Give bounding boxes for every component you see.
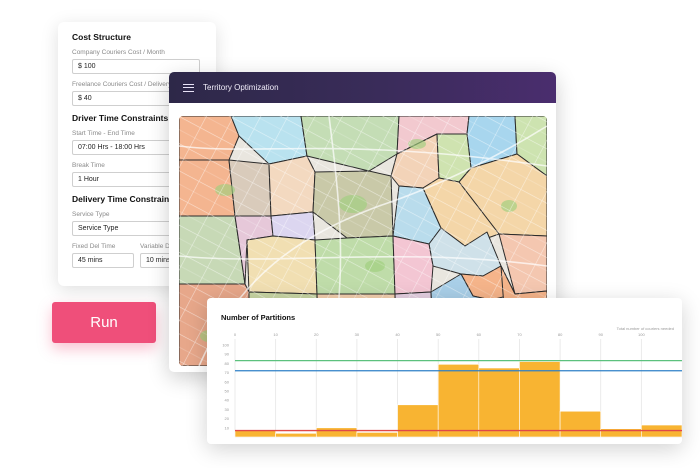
y-tick-label: 90 — [225, 352, 230, 357]
histogram-bar — [559, 410, 602, 438]
x-tick-label: 30 — [355, 332, 360, 337]
x-tick-label: 50 — [436, 332, 441, 337]
company-cost-label: Company Couriers Cost / Month — [72, 49, 165, 56]
freelance-cost-label: Freelance Couriers Cost / Delivery — [72, 81, 172, 88]
y-tick-label: 20 — [225, 416, 230, 421]
variable-del-time-label: Variable Del Time — [140, 243, 191, 250]
histogram-bar — [519, 361, 561, 438]
fixed-del-time-label: Fixed Del Time — [72, 243, 116, 250]
territory-header: Territory Optimization — [169, 72, 556, 103]
service-type-label: Service Type — [72, 211, 110, 218]
histogram-bar — [275, 433, 317, 438]
y-tick-label: 30 — [225, 407, 230, 412]
hamburger-menu-icon[interactable] — [183, 83, 194, 92]
start-end-time-label: Start Time - End Time — [72, 130, 135, 137]
y-tick-label: 100 — [222, 343, 229, 348]
y-tick-label: 10 — [225, 425, 230, 430]
y-tick-label: 80 — [225, 361, 230, 366]
run-button[interactable]: Run — [52, 302, 156, 343]
freelance-cost-input[interactable]: $ 40 — [72, 91, 200, 106]
histogram-bar — [315, 427, 358, 438]
cost-structure-title: Cost Structure — [72, 32, 132, 42]
y-tick-label: 50 — [225, 389, 230, 394]
y-tick-label: 60 — [225, 379, 230, 384]
partitions-chart-svg: 0 10 20 30 40 50 60 70 80 90 100 100 90 80 70 60 50 40 30 2… — [222, 332, 682, 438]
driver-time-title: Driver Time Constraints — [72, 113, 169, 123]
x-tick-label: 0 — [234, 332, 237, 337]
histogram-bar — [478, 367, 520, 438]
x-tick-label: 80 — [558, 332, 563, 337]
chart-title: Number of Partitions — [221, 313, 296, 322]
partitions-chart-card: Number of Partitions Total number of cou… — [207, 298, 682, 444]
x-tick-label: 20 — [314, 332, 319, 337]
break-time-label: Break Time — [72, 162, 105, 169]
histogram-bar — [397, 404, 439, 438]
break-time-input[interactable]: 1 Hour — [72, 172, 200, 187]
x-tick-label: 90 — [599, 332, 604, 337]
x-tick-label: 10 — [273, 332, 278, 337]
service-type-select[interactable]: Service Type — [72, 221, 200, 236]
x-tick-label: 60 — [477, 332, 482, 337]
company-cost-input[interactable]: $ 100 — [72, 59, 200, 74]
x-tick-label: 70 — [517, 332, 522, 337]
territory-title: Territory Optimization — [203, 83, 279, 92]
chart-note: Total number of couriers needed — [616, 326, 674, 331]
histogram-bar — [437, 364, 480, 438]
histogram-bar — [356, 432, 398, 438]
delivery-time-title: Delivery Time Constraints — [72, 194, 177, 204]
x-tick-label: 40 — [395, 332, 400, 337]
y-tick-label: 70 — [225, 370, 230, 375]
histogram-bar — [234, 430, 276, 438]
y-tick-label: 40 — [225, 398, 230, 403]
fixed-del-time-input[interactable]: 45 mins — [72, 253, 134, 268]
x-tick-label: 100 — [638, 332, 645, 337]
